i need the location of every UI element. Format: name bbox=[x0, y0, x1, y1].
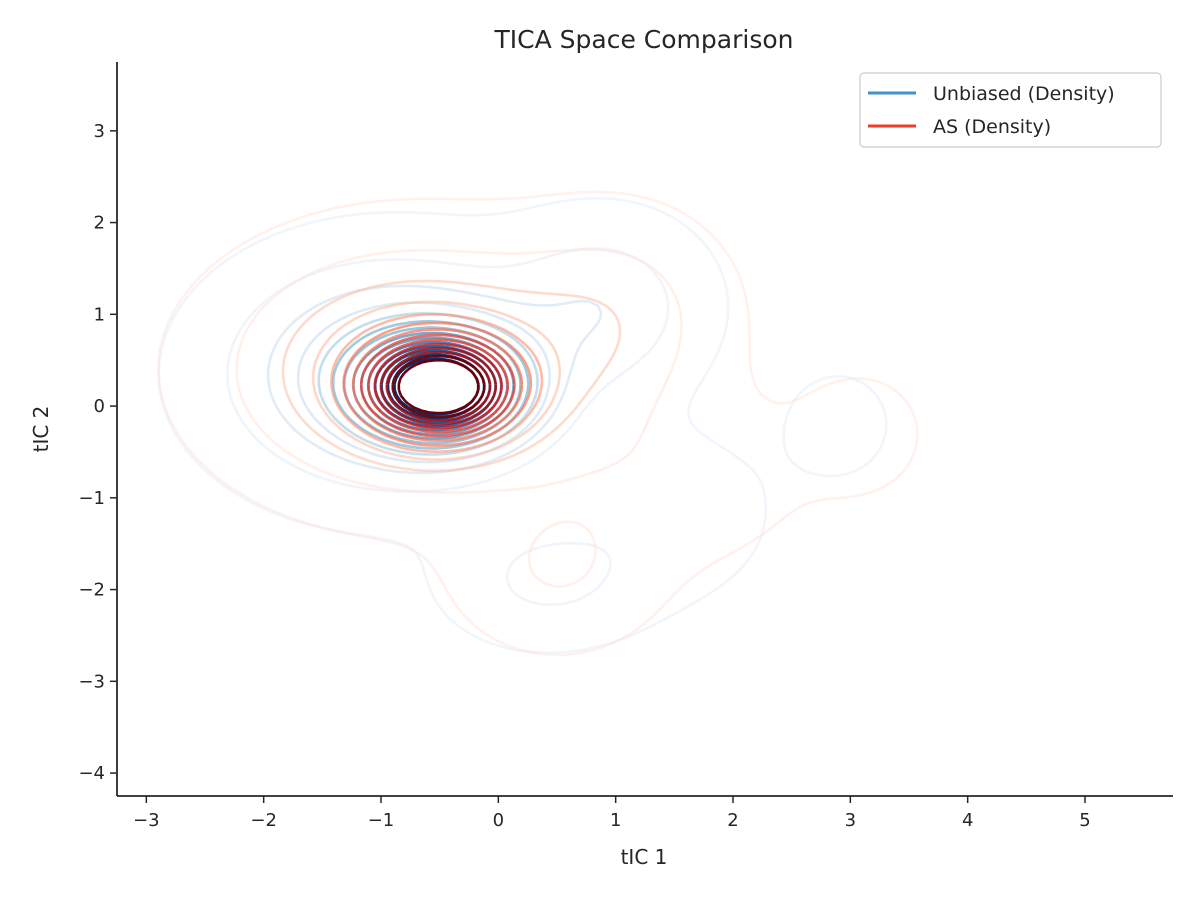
as-contour-level bbox=[342, 321, 533, 447]
as-contour-level bbox=[281, 279, 622, 473]
x-tick-label: 3 bbox=[845, 810, 856, 831]
series-as-contours bbox=[157, 190, 919, 657]
as-contour-level bbox=[373, 342, 503, 430]
y-axis-ticks: −4 −3 −2 −1 0 1 2 3 bbox=[78, 121, 117, 784]
as-contour-level bbox=[359, 333, 516, 438]
y-tick-label: 1 bbox=[94, 304, 105, 325]
as-contour-level bbox=[157, 190, 919, 657]
y-axis-label: tIC 2 bbox=[29, 406, 53, 453]
y-tick-label: 0 bbox=[94, 396, 105, 417]
legend-label-as: AS (Density) bbox=[933, 116, 1051, 138]
as-contour-level bbox=[385, 350, 492, 422]
y-tick-label: −4 bbox=[78, 763, 105, 784]
legend: Unbiased (Density) AS (Density) bbox=[859, 72, 1162, 148]
x-tick-label: 2 bbox=[727, 810, 738, 831]
x-axis-ticks: −3 −2 −1 0 1 2 3 4 5 bbox=[133, 796, 1091, 831]
unbiased-contour-level bbox=[226, 247, 670, 607]
as-contour-level bbox=[235, 248, 683, 588]
x-tick-label: 4 bbox=[962, 810, 973, 831]
as-contour-level bbox=[351, 328, 524, 442]
y-tick-label: −3 bbox=[78, 671, 105, 692]
x-axis-label: tIC 1 bbox=[621, 845, 668, 869]
unbiased-contour-level bbox=[157, 196, 888, 654]
y-tick-label: 2 bbox=[94, 213, 105, 234]
y-tick-label: −1 bbox=[78, 488, 105, 509]
x-tick-label: 0 bbox=[493, 810, 504, 831]
x-tick-label: 1 bbox=[610, 810, 621, 831]
as-contour-level bbox=[366, 338, 510, 434]
as-contour-level bbox=[397, 358, 480, 415]
as-contour-level bbox=[391, 354, 486, 419]
y-tick-label: −2 bbox=[78, 580, 105, 601]
x-tick-label: −2 bbox=[250, 810, 277, 831]
unbiased-contour-level bbox=[296, 301, 551, 464]
as-contour-level bbox=[379, 346, 498, 426]
x-tick-label: 5 bbox=[1079, 810, 1090, 831]
as-contour-level bbox=[311, 300, 561, 461]
contour-area bbox=[157, 190, 919, 657]
y-tick-label: 3 bbox=[94, 121, 105, 142]
legend-label-unbiased: Unbiased (Density) bbox=[933, 83, 1115, 105]
legend-frame bbox=[859, 72, 1162, 148]
series-unbiased-contours bbox=[157, 196, 888, 654]
x-tick-label: −1 bbox=[368, 810, 395, 831]
x-tick-label: −3 bbox=[133, 810, 160, 831]
as-contour-level bbox=[330, 313, 544, 453]
chart-title: TICA Space Comparison bbox=[494, 25, 794, 54]
